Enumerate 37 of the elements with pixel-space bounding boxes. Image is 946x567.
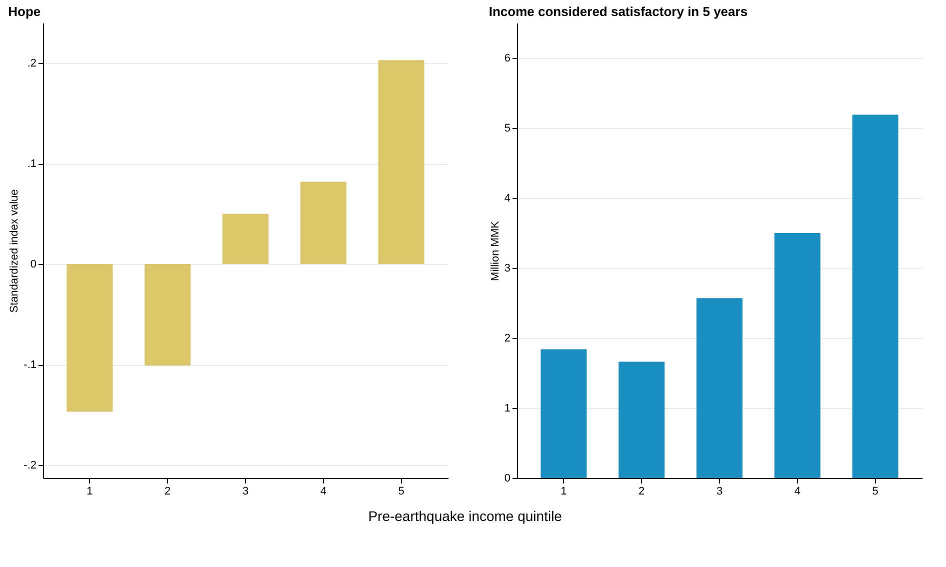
y-tick-label: -.1 [24,359,36,371]
y-tick-label: 2 [504,332,510,344]
y-tick-label: 1 [504,402,510,414]
bar [852,114,898,478]
bar [222,214,268,264]
x-tick-label: 4 [794,486,800,498]
y-tick-label: 0 [504,472,510,484]
y-tick-label: 4 [504,192,510,204]
x-tick-label: 1 [560,486,567,498]
y-tick-label: .1 [27,158,36,170]
bar [774,233,820,478]
chart-title: Income considered satisfactory in 5 years [488,4,748,19]
bar [66,264,113,412]
x-tick-label: 3 [242,486,249,498]
chart-title: Hope [8,4,41,19]
y-tick-label: 3 [504,262,510,274]
bar [144,264,191,366]
y-tick-label: 6 [504,52,510,64]
x-tick-label: 2 [638,486,645,498]
x-tick-label: 5 [398,486,404,498]
bar [618,362,665,478]
bar [696,298,742,478]
bar [378,60,424,264]
x-tick-label: 1 [86,486,93,498]
bar [300,182,346,264]
y-tick-label: 5 [504,122,510,134]
y-axis-title: Million MMK [489,220,502,281]
y-tick-label: 0 [30,258,36,271]
x-axis-title: Pre-earthquake income quintile [368,508,562,524]
x-tick-label: 4 [320,486,326,498]
bar [540,349,587,478]
x-tick-label: 2 [164,486,171,498]
y-axis-title: Standardized index value [8,189,21,313]
x-tick-label: 3 [716,486,723,498]
y-tick-label: -.2 [24,459,36,472]
y-tick-label: .2 [27,58,36,70]
x-tick-label: 5 [872,486,878,498]
